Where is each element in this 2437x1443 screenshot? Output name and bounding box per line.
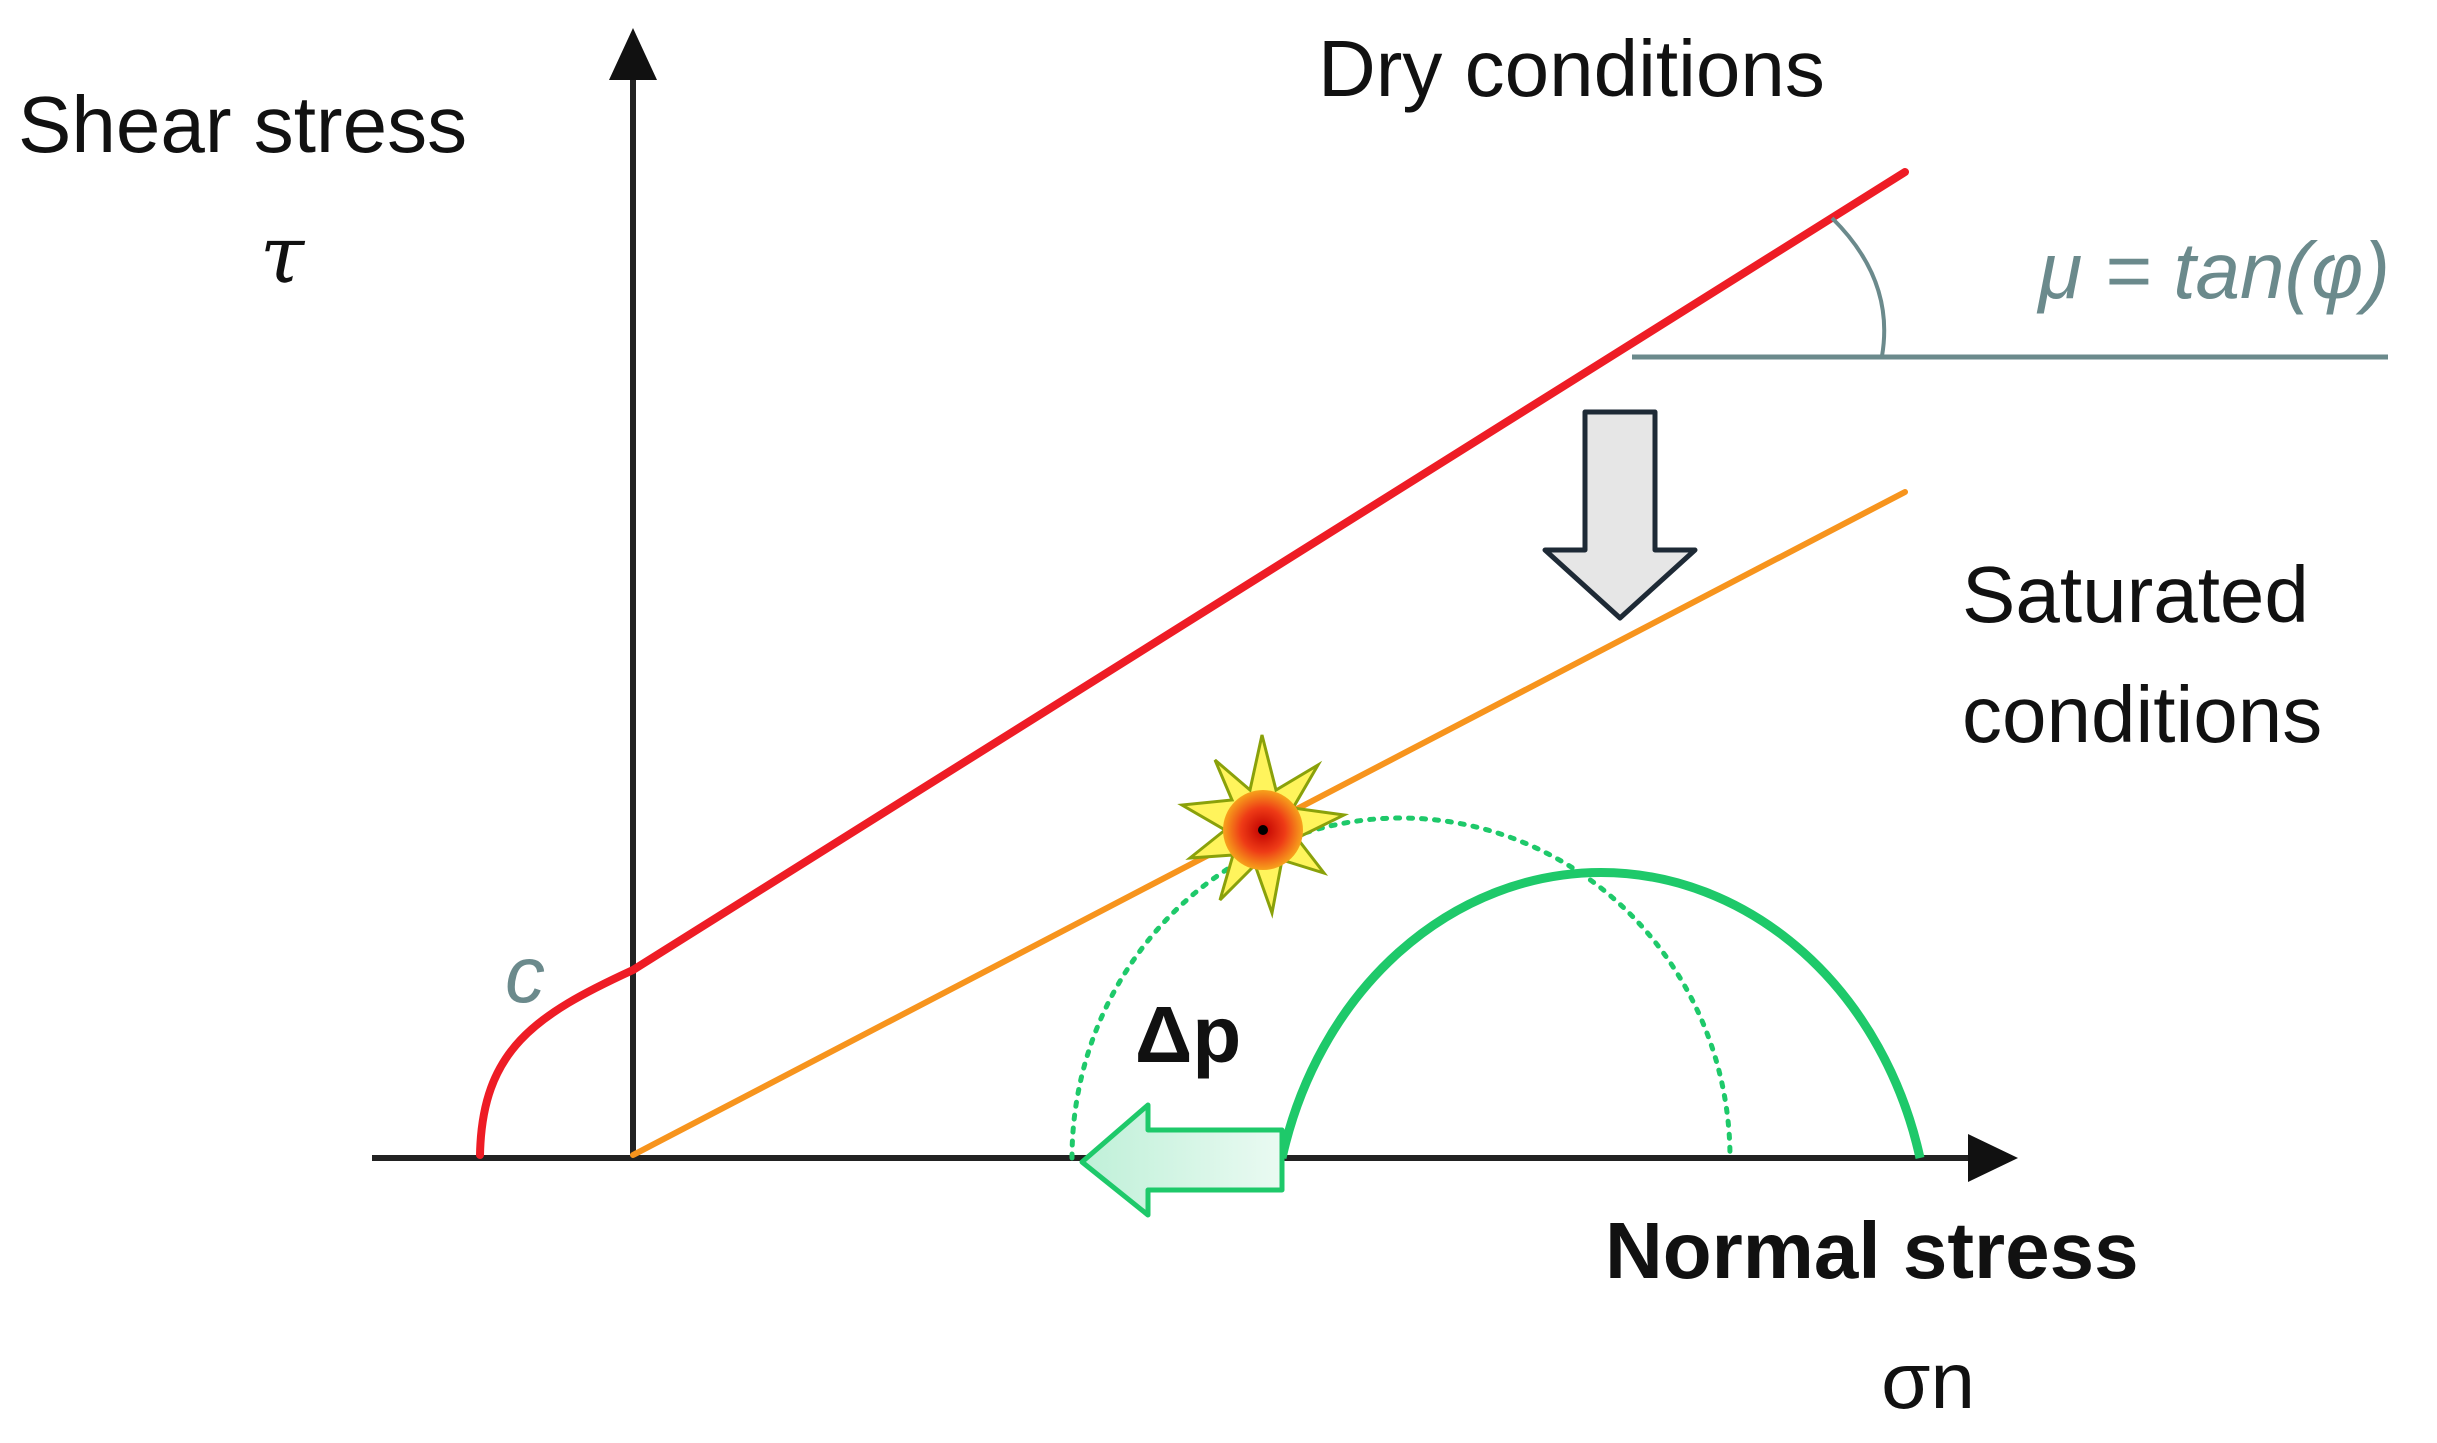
down-arrow-icon — [1542, 409, 1698, 621]
x-axis-title: Normal stress — [1605, 1206, 2139, 1295]
friction-label: μ = tan(φ) — [2036, 226, 2390, 315]
x-axis-symbol: σn — [1881, 1336, 1975, 1425]
friction-angle-arc — [1830, 216, 1887, 357]
saturated-conditions-label-line2: conditions — [1962, 670, 2322, 759]
pressure-change-label: Δp — [1135, 990, 1241, 1079]
saturated-conditions-label-line1: Saturated — [1962, 550, 2309, 639]
shifted-mohr-circle — [1069, 815, 1733, 1161]
mohr-circle — [1277, 867, 1925, 1159]
left-arrow-icon — [1079, 1102, 1285, 1218]
y-axis-arrowhead — [609, 28, 657, 80]
y-axis-symbol: τ — [260, 208, 306, 301]
dry-conditions-label: Dry conditions — [1318, 24, 1825, 113]
cohesion-label: c — [505, 930, 545, 1019]
x-axis-arrowhead — [1968, 1134, 2018, 1182]
failure-burst-icon — [1177, 734, 1350, 919]
dry-failure-envelope — [476, 168, 1909, 1159]
y-axis-title: Shear stress — [18, 80, 467, 169]
